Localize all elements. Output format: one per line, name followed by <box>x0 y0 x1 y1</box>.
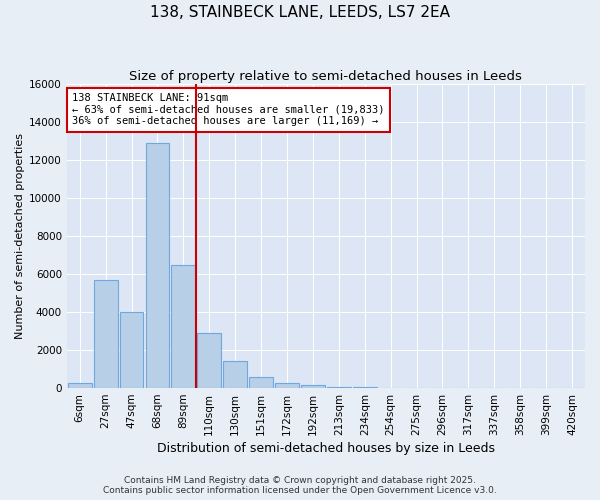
Bar <box>301 385 325 388</box>
X-axis label: Distribution of semi-detached houses by size in Leeds: Distribution of semi-detached houses by … <box>157 442 495 455</box>
Y-axis label: Number of semi-detached properties: Number of semi-detached properties <box>15 133 25 339</box>
Bar <box>94 280 118 388</box>
Title: Size of property relative to semi-detached houses in Leeds: Size of property relative to semi-detach… <box>130 70 523 83</box>
Bar <box>68 383 92 388</box>
Text: 138 STAINBECK LANE: 91sqm
← 63% of semi-detached houses are smaller (19,833)
36%: 138 STAINBECK LANE: 91sqm ← 63% of semi-… <box>72 94 385 126</box>
Text: 138, STAINBECK LANE, LEEDS, LS7 2EA: 138, STAINBECK LANE, LEEDS, LS7 2EA <box>150 5 450 20</box>
Bar <box>172 264 195 388</box>
Bar <box>275 383 299 388</box>
Bar <box>119 312 143 388</box>
Bar <box>249 376 273 388</box>
Bar <box>197 333 221 388</box>
Bar <box>223 360 247 388</box>
Text: Contains HM Land Registry data © Crown copyright and database right 2025.
Contai: Contains HM Land Registry data © Crown c… <box>103 476 497 495</box>
Bar <box>146 143 169 388</box>
Bar <box>327 387 351 388</box>
